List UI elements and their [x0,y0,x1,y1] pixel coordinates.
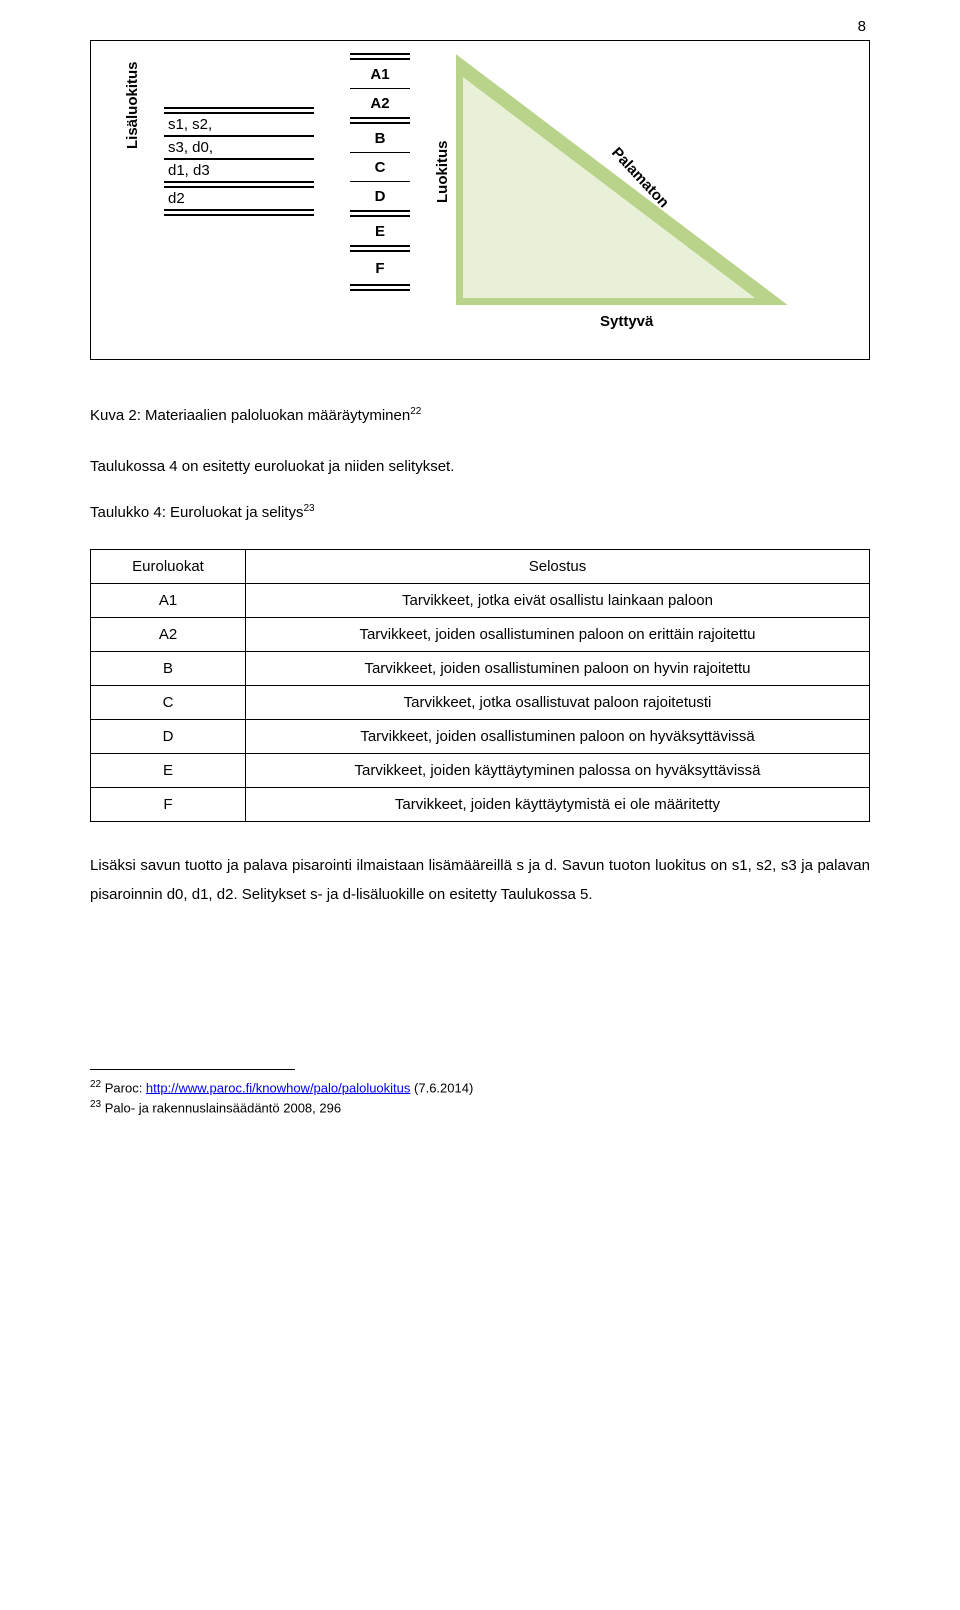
footnote-22-sup: 22 [90,1079,101,1090]
class-C: C [350,153,410,181]
luokitus-column: A1 A2 B C D E F [350,53,410,291]
euroluokat-table: Euroluokat Selostus A1 Tarvikkeet, jotka… [90,549,870,822]
figure-caption: Kuva 2: Materiaalien paloluokan määräyty… [90,406,870,424]
footnote-23-sup: 23 [90,1099,101,1110]
table-title: Taulukko 4: Euroluokat ja selitys23 [90,503,870,521]
table-row: C Tarvikkeet, jotka osallistuvat paloon … [91,686,870,720]
class-A1: A1 [350,60,410,88]
table-head-class: Euroluokat [91,550,246,584]
footnote-23: 23 Palo- ja rakennuslainsäädäntö 2008, 2… [90,1098,870,1118]
table-row: B Tarvikkeet, joiden osallistuminen palo… [91,652,870,686]
triangle-wrap: Palamaton [456,53,796,305]
desc-cell: Tarvikkeet, jotka osallistuvat paloon ra… [246,686,870,720]
table-row: F Tarvikkeet, joiden käyttäytymistä ei o… [91,788,870,822]
class-cell: E [91,754,246,788]
class-D: D [350,182,410,210]
class-cell: D [91,720,246,754]
table-row: D Tarvikkeet, joiden osallistuminen palo… [91,720,870,754]
lisaluokitus-row1: s1, s2, [164,114,314,135]
footnote-22-prefix: Paroc: [101,1080,146,1095]
footnote-22: 22 Paroc: http://www.paroc.fi/knowhow/pa… [90,1078,870,1098]
lisaluokitus-axis-label: Lisäluokitus [124,61,141,149]
classification-figure: Lisäluokitus s1, s2, s3, d0, d1, d3 d2 A… [90,40,870,360]
diagram: Lisäluokitus s1, s2, s3, d0, d1, d3 d2 A… [130,53,830,343]
class-B: B [350,124,410,152]
table-title-text: Taulukko 4: Euroluokat ja selitys [90,504,303,521]
class-cell: A1 [91,584,246,618]
body-paragraph: Lisäksi savun tuotto ja palava pisaroint… [90,852,870,909]
figure-caption-text: Kuva 2: Materiaalien paloluokan määräyty… [90,407,410,424]
table-title-sup: 23 [303,503,314,514]
luokitus-axis-label: Luokitus [434,141,451,204]
table-row: A2 Tarvikkeet, joiden osallistuminen pal… [91,618,870,652]
class-cell: C [91,686,246,720]
footnote-separator [90,1069,295,1070]
desc-cell: Tarvikkeet, joiden osallistuminen paloon… [246,652,870,686]
class-cell: A2 [91,618,246,652]
desc-cell: Tarvikkeet, jotka eivät osallistu lainka… [246,584,870,618]
desc-cell: Tarvikkeet, joiden käyttäytymistä ei ole… [246,788,870,822]
desc-cell: Tarvikkeet, joiden osallistuminen paloon… [246,720,870,754]
page: 8 Lisäluokitus s1, s2, s3, d0, d1, d3 d2 [0,0,960,1168]
desc-cell: Tarvikkeet, joiden käyttäytyminen paloss… [246,754,870,788]
class-E: E [350,217,410,245]
table-row: E Tarvikkeet, joiden käyttäytyminen palo… [91,754,870,788]
lisaluokitus-column: s1, s2, s3, d0, d1, d3 d2 [164,53,314,216]
class-cell: B [91,652,246,686]
syttyva-label: Syttyvä [600,313,653,330]
footnote-22-suffix: (7.6.2014) [410,1080,473,1095]
lisaluokitus-row4: d2 [164,188,314,209]
class-A2: A2 [350,89,410,117]
footnote-22-link[interactable]: http://www.paroc.fi/knowhow/palo/paloluo… [146,1080,410,1095]
table-head-row: Euroluokat Selostus [91,550,870,584]
lisaluokitus-row2: s3, d0, [164,137,314,158]
page-number: 8 [858,18,866,35]
table-row: A1 Tarvikkeet, jotka eivät osallistu lai… [91,584,870,618]
desc-cell: Tarvikkeet, joiden osallistuminen paloon… [246,618,870,652]
footnote-23-text: Palo- ja rakennuslainsäädäntö 2008, 296 [101,1101,341,1116]
triangle-icon: Palamaton [456,53,796,305]
class-F: F [350,252,410,284]
figure-caption-sup: 22 [410,406,421,417]
class-cell: F [91,788,246,822]
lisaluokitus-row3: d1, d3 [164,160,314,181]
footnotes: 22 Paroc: http://www.paroc.fi/knowhow/pa… [90,1078,870,1118]
table-head-desc: Selostus [246,550,870,584]
lead-paragraph: Taulukossa 4 on esitetty euroluokat ja n… [90,458,870,475]
